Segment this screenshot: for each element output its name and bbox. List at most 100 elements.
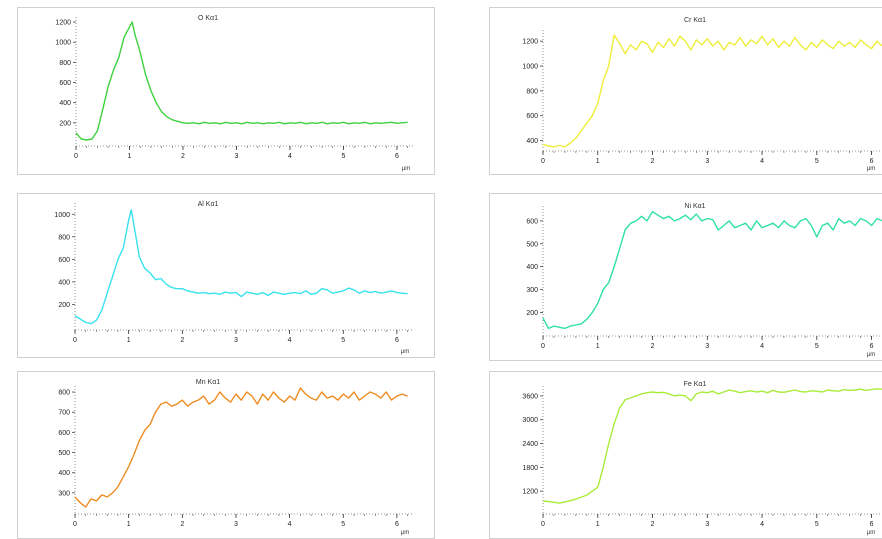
x-tick-label: 0 [74,153,78,160]
y-tick-label: 600 [526,218,538,225]
y-tick-label: 300 [58,490,70,497]
y-tick-label: 400 [58,470,70,477]
x-tick-label: 3 [705,343,709,350]
x-tick-label: 3 [705,521,709,528]
x-tick-label: 5 [815,158,819,165]
series-line-ni [543,212,882,329]
x-tick-label: 2 [180,521,184,528]
x-tick-label: 1 [596,521,600,528]
x-tick-label: 1 [596,343,600,350]
y-tick-label: 1000 [55,40,71,47]
x-tick-label: 4 [760,158,764,165]
y-tick-label: 400 [526,138,538,145]
x-tick-label: 6 [870,343,874,350]
x-tick-label: 0 [73,521,77,528]
x-axis-unit: μm [401,349,409,355]
x-tick-label: 2 [181,153,185,160]
x-tick-label: 3 [234,337,238,344]
x-tick-label: 3 [234,521,238,528]
y-tick-label: 800 [59,60,71,67]
chart-panel-o: O Kα1 200 400 600 800 1000 1200 0 1 2 3 4 5 6 μm [17,7,435,175]
x-tick-label: 6 [395,153,399,160]
x-tick-label: 1 [596,158,600,165]
x-tick-label: 2 [651,521,655,528]
x-tick-label: 2 [651,158,655,165]
chart-ni-svg: Ni Kα1 200 300 400 500 600 0 1 2 3 4 5 6 μm [490,194,882,360]
x-tick-label: 4 [760,521,764,528]
chart-panel-fe: Fe Kα1 1200 1800 2400 3000 3600 0 1 2 3 4 5 6 μm [489,371,882,539]
y-tick-label: 600 [58,257,70,264]
chart-panel-cr: Cr Kα1 400 600 800 1000 1200 0 1 2 3 4 5 6 μm [489,7,882,175]
y-tick-label: 800 [58,234,70,241]
y-tick-label: 600 [58,430,70,437]
chart-panel-mn: Mn Kα1 300 400 500 600 700 800 0 1 2 3 4 5 6 μm [17,371,435,539]
chart-title: Mn Kα1 [196,379,220,386]
x-axis-unit: μm [867,352,875,358]
x-tick-label: 4 [288,337,292,344]
x-tick-label: 4 [760,343,764,350]
x-tick-label: 0 [73,337,77,344]
x-axis-unit: μm [402,166,410,172]
y-tick-label: 200 [526,310,538,317]
y-tick-label: 800 [58,390,70,397]
y-tick-label: 1200 [522,489,538,496]
chart-mn-svg: Mn Kα1 300 400 500 600 700 800 0 1 2 3 4 5 6μm [18,372,434,538]
y-tick-label: 2400 [522,441,538,448]
y-tick-label: 1200 [522,39,538,46]
y-tick-label: 400 [58,279,70,286]
series-line-cr [543,35,882,147]
chart-cr-svg: Cr Kα1 400 600 800 1000 1200 0 1 2 3 4 5 6μm [490,8,882,174]
y-tick-label: 1000 [522,64,538,71]
y-tick-label: 800 [526,88,538,95]
y-tick-label: 200 [58,302,70,309]
x-tick-label: 4 [288,521,292,528]
x-tick-label: 1 [127,521,131,528]
x-tick-label: 5 [341,521,345,528]
series-line-o [76,22,408,140]
chart-title: Fe Kα1 [684,381,707,388]
chart-o-svg: O Kα1 200 400 600 800 1000 1200 0 1 2 3 4 5 6μm [18,8,434,174]
chart-title: Cr Kα1 [684,17,706,24]
y-tick-label: 600 [59,80,71,87]
chart-al-svg: Al Kα1 200 400 600 800 1000 0 1 2 3 4 5 6μm [18,194,434,357]
x-tick-label: 2 [651,343,655,350]
y-tick-label: 1800 [522,465,538,472]
x-tick-label: 6 [870,158,874,165]
x-tick-label: 5 [815,521,819,528]
chart-title: Al Kα1 [198,201,219,208]
x-axis-unit: μm [401,530,409,536]
y-tick-label: 500 [526,241,538,248]
y-tick-label: 200 [59,120,71,127]
series-line-mn [75,388,408,507]
x-tick-label: 5 [341,337,345,344]
y-tick-label: 300 [526,287,538,294]
x-tick-label: 6 [395,521,399,528]
series-line-fe [543,389,882,503]
y-tick-label: 400 [526,264,538,271]
x-tick-label: 5 [815,343,819,350]
y-tick-label: 1000 [54,212,70,219]
y-tick-label: 3600 [522,393,538,400]
x-tick-label: 0 [541,521,545,528]
x-tick-label: 4 [288,153,292,160]
y-tick-label: 600 [526,113,538,120]
y-tick-label: 700 [58,410,70,417]
x-tick-label: 3 [705,158,709,165]
series-line-al [75,210,408,324]
x-tick-label: 5 [342,153,346,160]
x-tick-label: 0 [541,158,545,165]
y-tick-label: 1200 [55,20,71,27]
x-tick-label: 1 [127,337,131,344]
x-tick-label: 6 [870,521,874,528]
x-axis-unit: μm [867,166,875,172]
chart-fe-svg: Fe Kα1 1200 1800 2400 3000 3600 0 1 2 3 4 5 6 μm [490,372,882,538]
x-tick-label: 0 [541,343,545,350]
y-tick-label: 400 [59,100,71,107]
x-axis-unit: μm [867,530,875,536]
chart-panel-al: Al Kα1 200 400 600 800 1000 0 1 2 3 4 5 6 μm [17,193,435,358]
chart-title: O Kα1 [198,15,218,22]
chart-title: Ni Kα1 [684,203,705,210]
chart-panel-ni: Ni Kα1 200 300 400 500 600 0 1 2 3 4 5 6 μm [489,193,882,361]
x-tick-label: 2 [180,337,184,344]
x-tick-label: 6 [395,337,399,344]
